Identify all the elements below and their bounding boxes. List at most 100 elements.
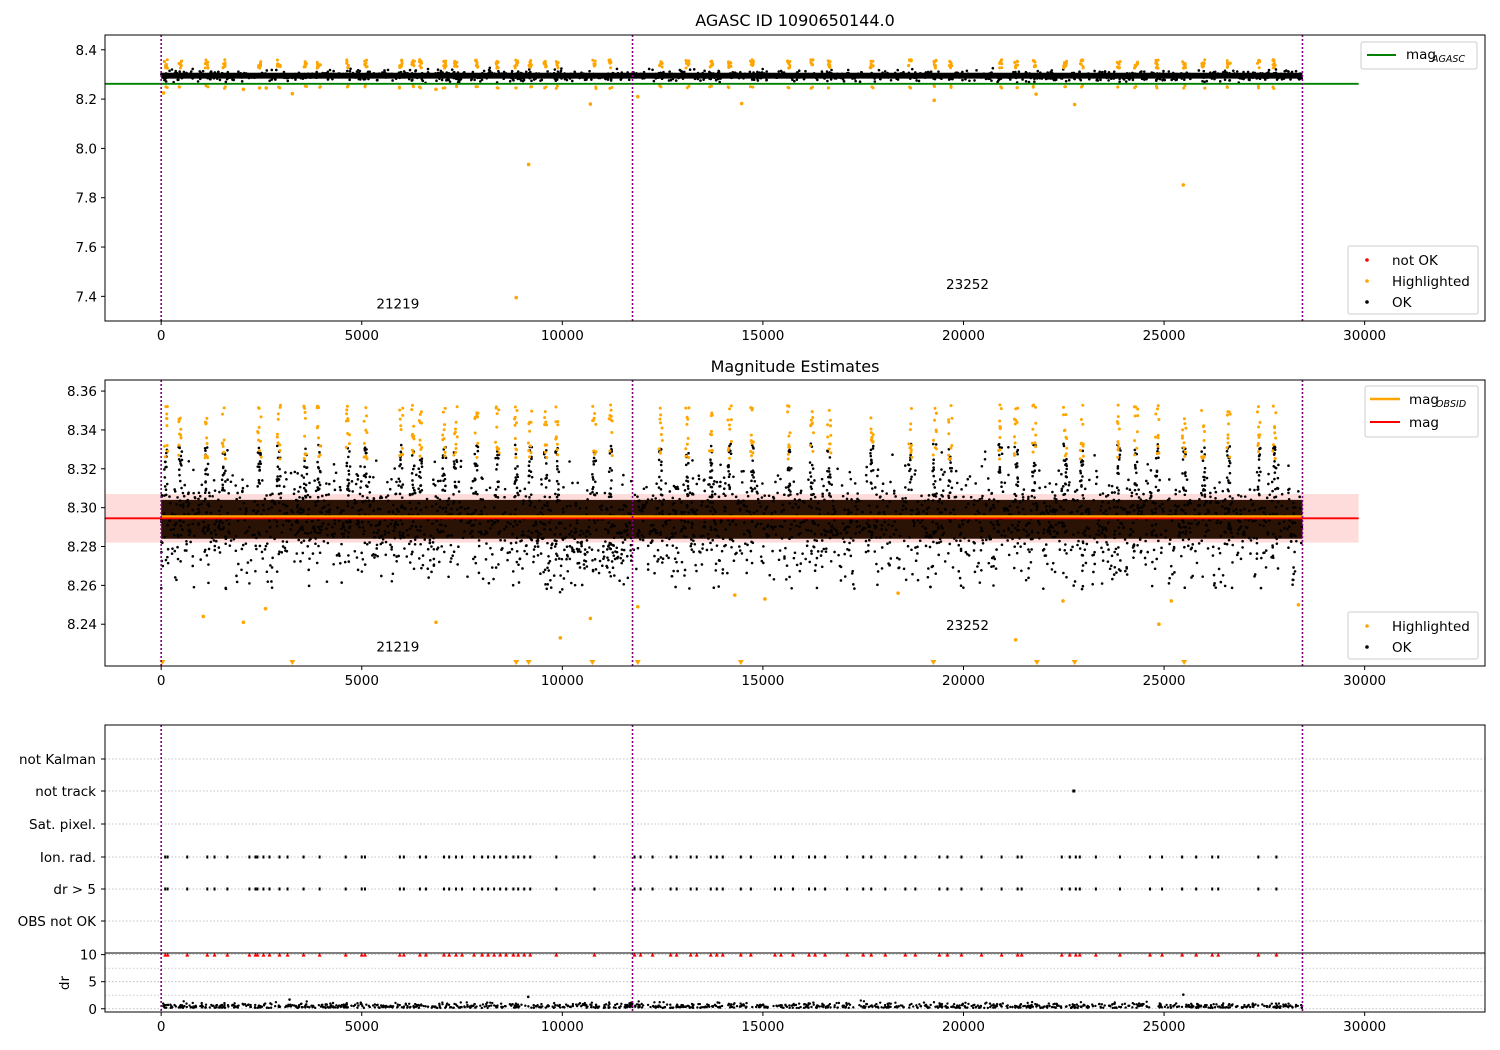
ok-point xyxy=(992,503,995,507)
ok-point xyxy=(376,507,380,511)
ok-point xyxy=(408,501,412,505)
ok-point xyxy=(870,71,873,75)
highlighted-point xyxy=(303,64,307,68)
ok-point xyxy=(408,492,412,496)
ok-point xyxy=(372,531,376,534)
ok-point xyxy=(185,71,188,75)
ok-point xyxy=(198,494,202,498)
highlighted-point xyxy=(346,84,350,88)
highlighted-point xyxy=(727,64,731,68)
ok-point xyxy=(556,70,560,73)
highlighted-point xyxy=(205,436,209,440)
ok-point xyxy=(1217,547,1221,550)
ok-point xyxy=(496,480,500,484)
ok-point xyxy=(241,478,244,481)
ok-point xyxy=(613,574,616,577)
ok-point xyxy=(1216,501,1220,505)
ok-point xyxy=(873,77,876,80)
ok-point xyxy=(365,74,369,78)
ok-point xyxy=(691,523,694,526)
ok-point xyxy=(637,505,641,509)
ok-point xyxy=(293,470,297,474)
ok-point xyxy=(1037,519,1040,523)
ok-point xyxy=(224,535,227,538)
ok-point xyxy=(476,449,480,453)
ok-point xyxy=(450,72,454,76)
ok-point xyxy=(875,536,878,539)
ok-point xyxy=(213,489,217,492)
ok-point xyxy=(311,552,315,555)
ok-point xyxy=(980,526,983,530)
ok-point xyxy=(1200,539,1204,542)
highlighted-point xyxy=(346,417,350,421)
ok-point xyxy=(1146,74,1150,78)
ok-point xyxy=(1239,557,1243,561)
ok-point xyxy=(706,532,710,536)
ok-point xyxy=(838,564,842,568)
ok-point xyxy=(921,525,925,528)
ok-point xyxy=(871,75,875,79)
ok-point xyxy=(610,560,614,563)
highlighted-point xyxy=(1183,66,1187,70)
ok-point xyxy=(263,548,267,551)
ok-point xyxy=(674,487,678,490)
highlighted-point xyxy=(441,86,445,90)
ok-point xyxy=(1255,552,1259,555)
ok-point xyxy=(1232,75,1236,79)
ok-point xyxy=(204,497,207,501)
ok-point xyxy=(403,547,406,550)
ok-point xyxy=(411,483,415,487)
ok-point xyxy=(742,499,745,503)
ok-point xyxy=(1245,74,1249,78)
ok-point xyxy=(440,75,444,79)
ok-point xyxy=(420,71,424,75)
ok-point xyxy=(798,525,802,528)
ok-point xyxy=(367,77,370,81)
ok-point xyxy=(926,72,930,76)
ok-point xyxy=(333,518,337,522)
ok-point xyxy=(529,501,533,504)
ok-point xyxy=(378,520,382,524)
ok-point xyxy=(701,500,704,504)
ok-point xyxy=(391,510,395,513)
ok-point xyxy=(544,75,548,79)
ok-point xyxy=(453,462,456,466)
ok-point xyxy=(561,507,565,511)
ok-point xyxy=(450,534,454,537)
ok-point xyxy=(203,446,207,450)
ok-point xyxy=(176,557,180,561)
highlighted-point xyxy=(165,416,169,420)
ok-point xyxy=(643,503,647,507)
ok-point xyxy=(231,76,235,79)
highlighted-point xyxy=(412,424,416,428)
ok-point xyxy=(744,542,747,545)
ok-point xyxy=(335,554,339,557)
ok-point xyxy=(637,73,641,77)
x-tick-label: 25000 xyxy=(1143,328,1186,344)
highlighted-point xyxy=(787,86,791,90)
ok-point xyxy=(1227,507,1231,511)
highlighted-point xyxy=(203,456,207,460)
ok-point xyxy=(952,537,956,540)
ok-point xyxy=(1115,486,1119,490)
highlighted-point xyxy=(1255,61,1259,65)
ok-point xyxy=(277,552,281,556)
ok-point xyxy=(515,486,519,490)
highlighted-point xyxy=(317,436,321,440)
ok-point xyxy=(534,72,538,76)
ok-point xyxy=(524,74,527,78)
ok-point xyxy=(637,528,641,532)
ok-point xyxy=(1044,485,1047,489)
agasc-plot-frame xyxy=(104,34,1486,322)
ok-point xyxy=(164,493,168,497)
ok-point xyxy=(1139,549,1143,553)
ok-point xyxy=(1275,542,1279,545)
ok-point xyxy=(570,581,573,585)
highlighted-point xyxy=(455,405,459,409)
ok-point xyxy=(309,76,312,79)
ok-point xyxy=(1276,74,1279,77)
highlighted-point xyxy=(494,406,498,410)
ok-point xyxy=(1229,527,1233,530)
ok-point xyxy=(508,550,512,554)
ok-point xyxy=(1291,522,1295,525)
